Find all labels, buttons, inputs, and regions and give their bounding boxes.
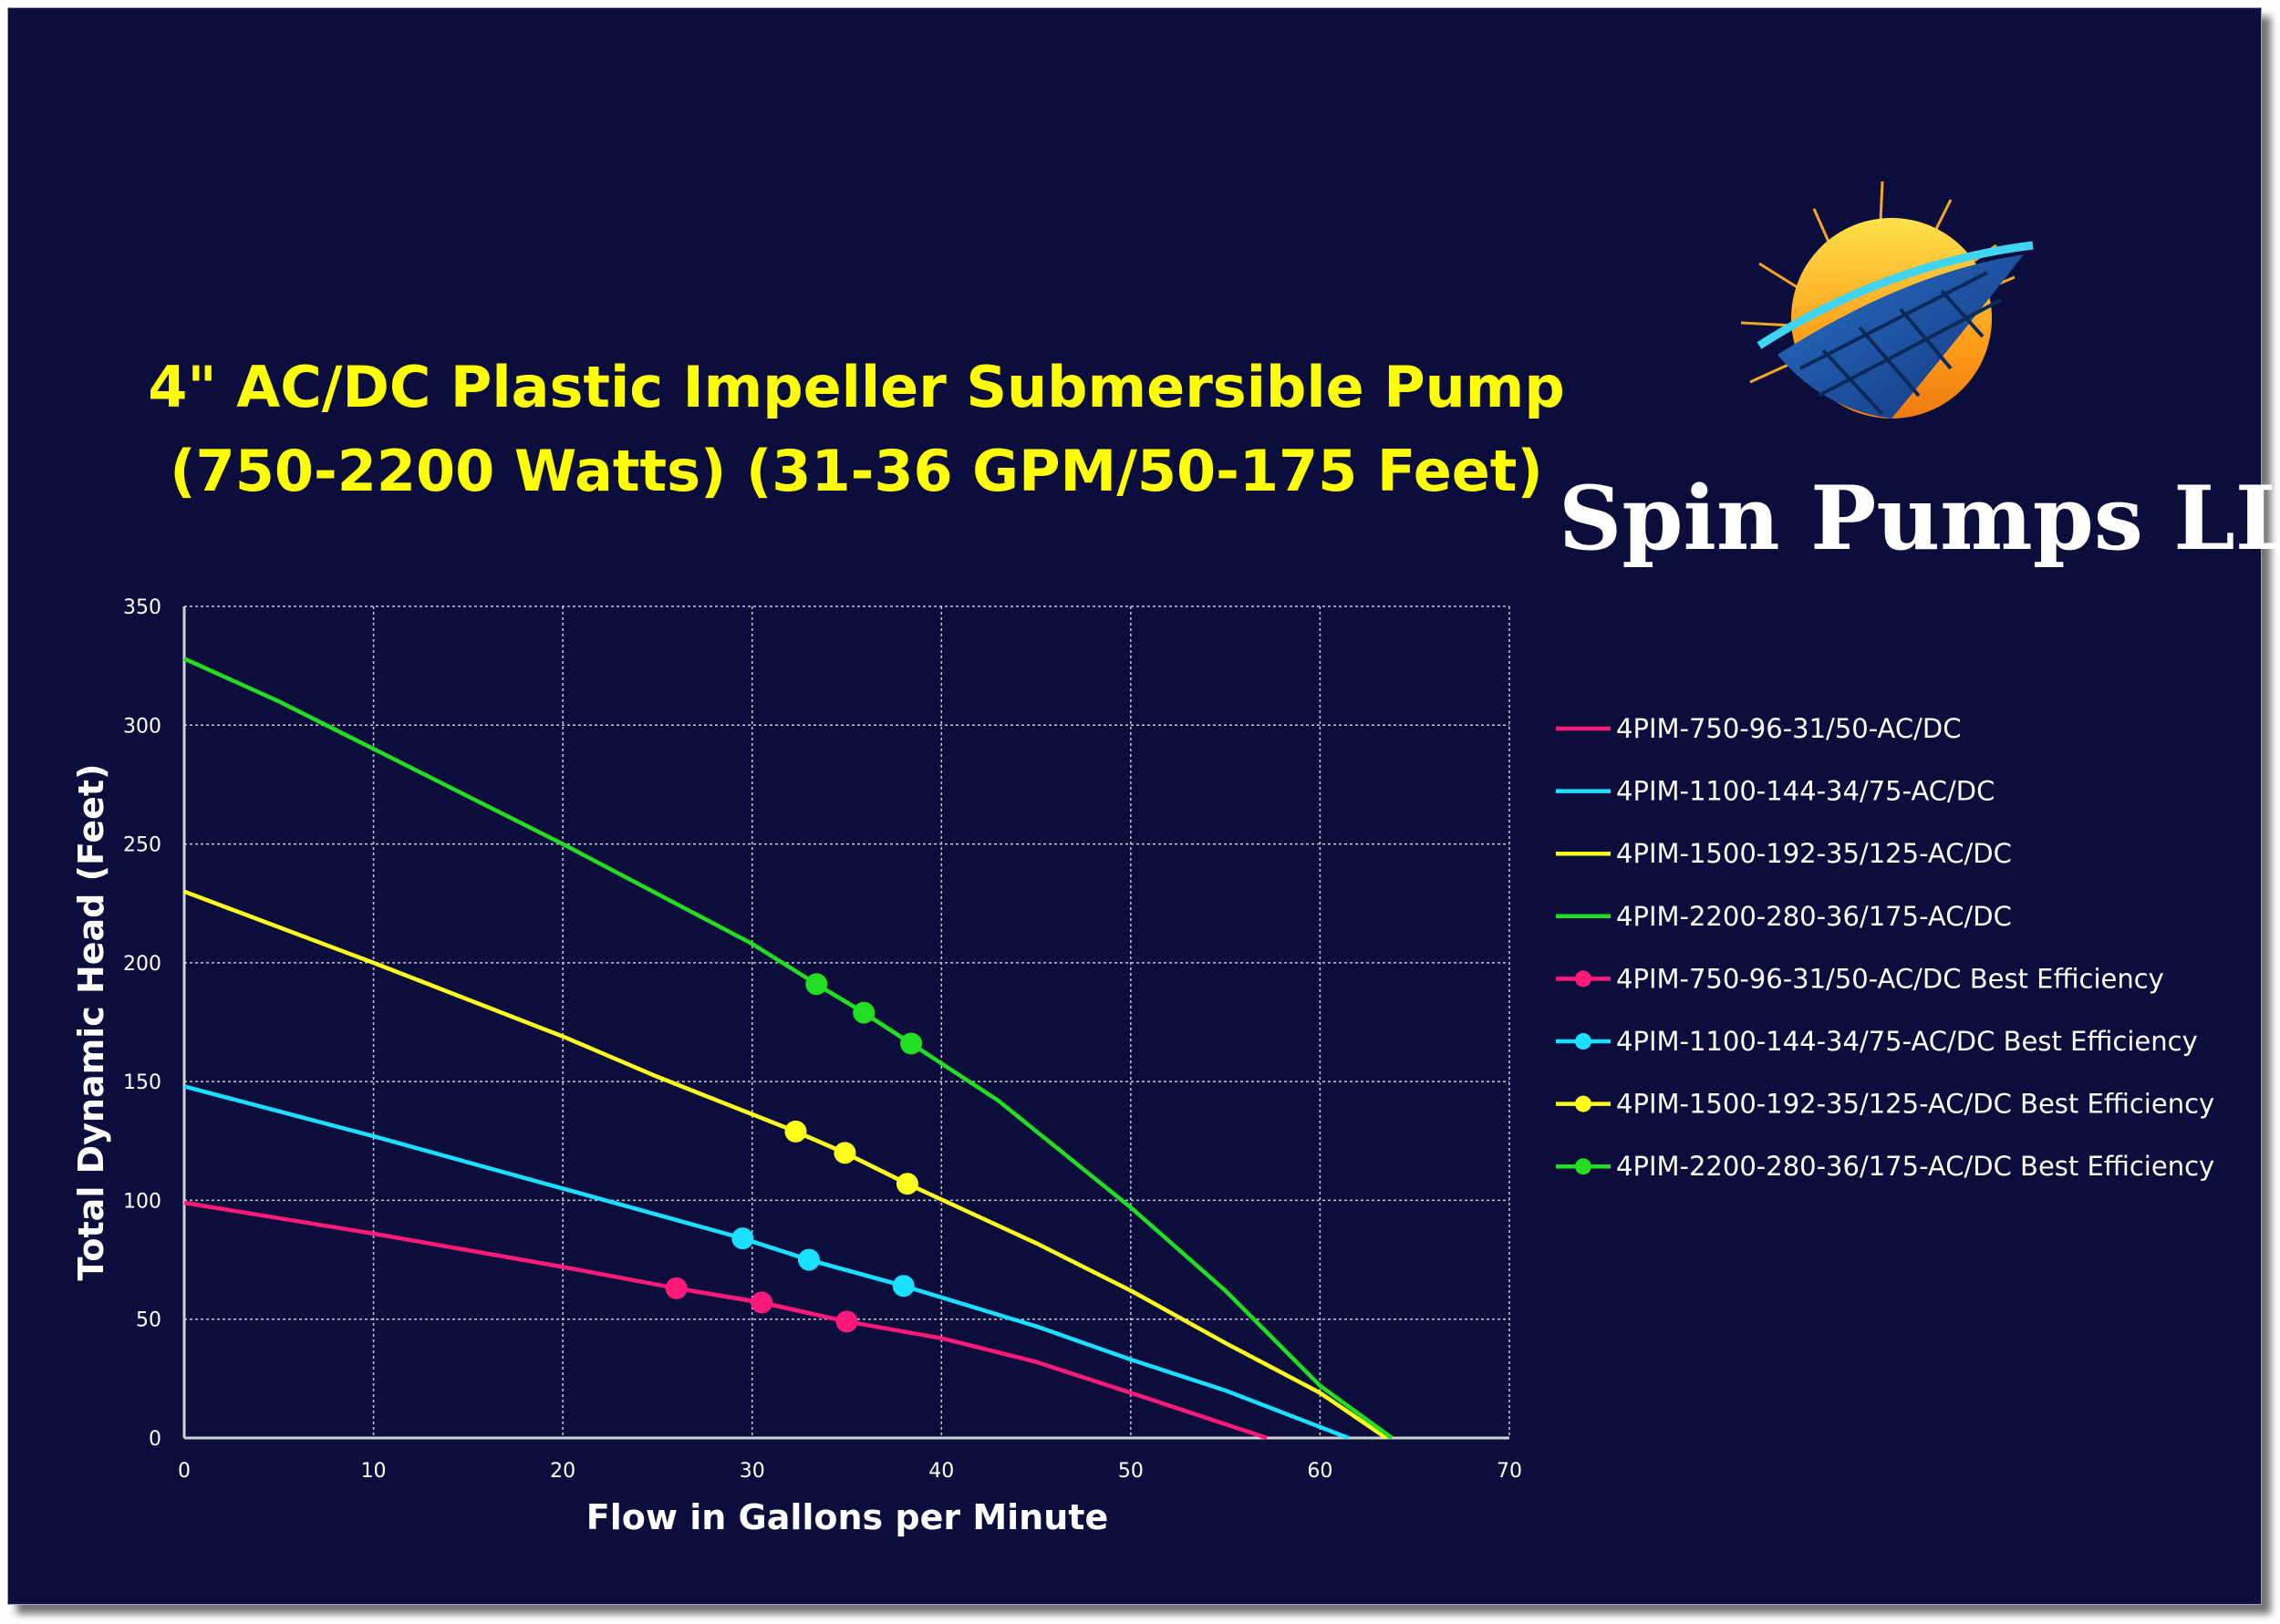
y-tick-label: 300 [123,715,161,738]
x-axis-title: Flow in Gallons per Minute [586,1497,1108,1537]
series-layer [183,657,1394,1441]
y-tick-label: 250 [123,834,161,857]
best-efficiency-point [834,1142,856,1164]
series-line [183,1200,1269,1441]
legend-label: 4PIM-1100-144-34/75-AC/DC [1616,776,1995,807]
y-tick-label: 350 [123,596,161,619]
y-tick-label: 150 [123,1071,161,1094]
legend-label: 4PIM-2200-280-36/175-AC/DC Best Efficien… [1616,1151,2214,1182]
legend-marker [1575,970,1591,988]
best-efficiency-point [784,1120,807,1143]
company-name: Spin Pumps LLC [1559,467,2280,570]
best-efficiency-point [896,1173,918,1195]
chart-axes: 0 10 20 30 40 50 60 70 0 50 100 150 200 250 300 350 [123,596,1522,1483]
y-tick-label: 100 [123,1190,161,1213]
title-line-2: (750-2200 Watts) (31-36 GPM/50-175 Feet) [170,438,1543,504]
y-tick-label: 50 [136,1309,161,1332]
best-efficiency-point [731,1227,754,1250]
series-line [183,889,1388,1440]
legend-label: 4PIM-1100-144-34/75-AC/DC Best Efficienc… [1616,1026,2198,1057]
x-tick-label: 10 [361,1460,387,1483]
legend-label: 4PIM-750-96-31/50-AC/DC Best Efficiency [1616,963,2164,994]
x-tick-label: 50 [1118,1460,1144,1483]
y-axis-title: Total Dynamic Head (Feet) [71,764,111,1281]
legend-label: 4PIM-1500-192-35/125-AC/DC [1616,838,2012,869]
best-efficiency-point [797,1248,820,1271]
y-tick-label: 200 [123,953,161,976]
x-tick-label: 20 [550,1460,575,1483]
y-tick-label: 0 [149,1428,161,1451]
chart-frame: 4" AC/DC Plastic Impeller Submersible Pu… [7,7,2280,1605]
best-efficiency-point [892,1275,915,1298]
legend-marker [1575,1158,1591,1175]
legend-label: 4PIM-750-96-31/50-AC/DC [1616,713,1962,744]
x-tick-label: 30 [740,1460,765,1483]
best-efficiency-point [900,1032,923,1055]
chart-grid [184,605,1510,1438]
best-efficiency-point [835,1310,858,1333]
x-tick-label: 60 [1307,1460,1332,1483]
x-tick-label: 70 [1497,1460,1522,1483]
x-tick-label: 40 [928,1460,954,1483]
best-efficiency-point [751,1291,773,1314]
legend-marker [1575,1095,1591,1112]
sun-and-solar-panel-logo [1740,181,2034,419]
chart-legend: 4PIM-750-96-31/50-AC/DC 4PIM-1100-144-34/… [1556,713,2214,1182]
chart-title: 4" AC/DC Plastic Impeller Submersible Pu… [8,346,1705,513]
series-line [183,1084,1350,1441]
legend-marker [1575,1033,1591,1050]
best-efficiency-point [665,1277,688,1299]
x-tick-label: 0 [178,1460,191,1483]
series-line [183,657,1394,1440]
legend-label: 4PIM-1500-192-35/125-AC/DC Best Efficien… [1616,1089,2214,1120]
best-efficiency-point [853,1001,876,1024]
legend-label: 4PIM-2200-280-36/175-AC/DC [1616,901,2012,932]
best-efficiency-point [805,973,828,996]
efficiency-segment [741,1236,905,1288]
title-line-1: 4" AC/DC Plastic Impeller Submersible Pu… [148,354,1565,420]
